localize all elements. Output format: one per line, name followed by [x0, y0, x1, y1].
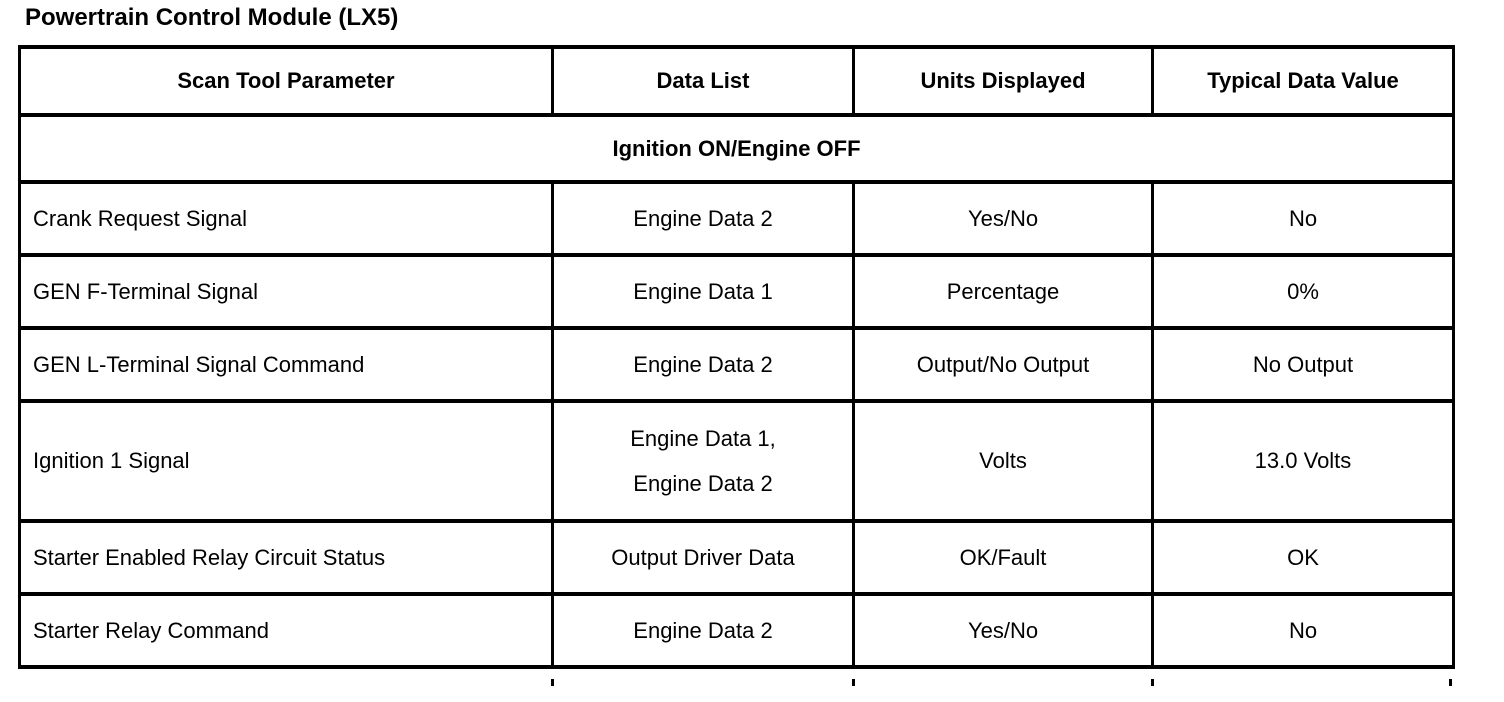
parameter-cell: Starter Relay Command	[18, 592, 554, 669]
data-list-cell: Engine Data 1, Engine Data 2	[551, 399, 855, 523]
cropped-row-divider-stub	[1151, 679, 1154, 686]
parameter-cell: GEN F-Terminal Signal	[18, 253, 554, 330]
units-cell: Volts	[852, 399, 1154, 523]
units-cell: OK/Fault	[852, 519, 1154, 596]
units-cell: Yes/No	[852, 180, 1154, 257]
data-list-cell: Engine Data 2	[551, 592, 855, 669]
table-row: Ignition 1 Signal Engine Data 1, Engine …	[18, 399, 1455, 523]
section-header-row: Ignition ON/Engine OFF	[18, 113, 1455, 184]
table-row: Crank Request Signal Engine Data 2 Yes/N…	[18, 180, 1455, 257]
cropped-row-divider-stub	[852, 679, 855, 686]
data-list-cell: Output Driver Data	[551, 519, 855, 596]
cropped-row-divider-stub	[551, 679, 554, 686]
cropped-row-divider-stub	[1449, 679, 1452, 686]
column-header-data-list: Data List	[551, 45, 855, 117]
parameter-cell: Crank Request Signal	[18, 180, 554, 257]
table-header-row: Scan Tool Parameter Data List Units Disp…	[18, 45, 1455, 117]
parameter-cell: Starter Enabled Relay Circuit Status	[18, 519, 554, 596]
value-cell: No	[1151, 592, 1455, 669]
table-row: Starter Relay Command Engine Data 2 Yes/…	[18, 592, 1455, 669]
table-row: GEN L-Terminal Signal Command Engine Dat…	[18, 326, 1455, 403]
units-cell: Output/No Output	[852, 326, 1154, 403]
parameter-cell: Ignition 1 Signal	[18, 399, 554, 523]
column-header-scan-tool-parameter: Scan Tool Parameter	[18, 45, 554, 117]
section-header-ignition-on-engine-off: Ignition ON/Engine OFF	[18, 113, 1455, 184]
value-cell: No Output	[1151, 326, 1455, 403]
value-cell: OK	[1151, 519, 1455, 596]
table-row: GEN F-Terminal Signal Engine Data 1 Perc…	[18, 253, 1455, 330]
data-list-cell: Engine Data 1	[551, 253, 855, 330]
value-cell: No	[1151, 180, 1455, 257]
column-header-units-displayed: Units Displayed	[852, 45, 1154, 117]
units-cell: Yes/No	[852, 592, 1154, 669]
units-cell: Percentage	[852, 253, 1154, 330]
data-list-cell: Engine Data 2	[551, 180, 855, 257]
parameter-cell: GEN L-Terminal Signal Command	[18, 326, 554, 403]
value-cell: 0%	[1151, 253, 1455, 330]
data-list-cell: Engine Data 2	[551, 326, 855, 403]
table-row: Starter Enabled Relay Circuit Status Out…	[18, 519, 1455, 596]
column-header-typical-data-value: Typical Data Value	[1151, 45, 1455, 117]
page-title: Powertrain Control Module (LX5)	[25, 4, 399, 31]
scan-tool-parameter-table: Scan Tool Parameter Data List Units Disp…	[18, 45, 1455, 669]
value-cell: 13.0 Volts	[1151, 399, 1455, 523]
